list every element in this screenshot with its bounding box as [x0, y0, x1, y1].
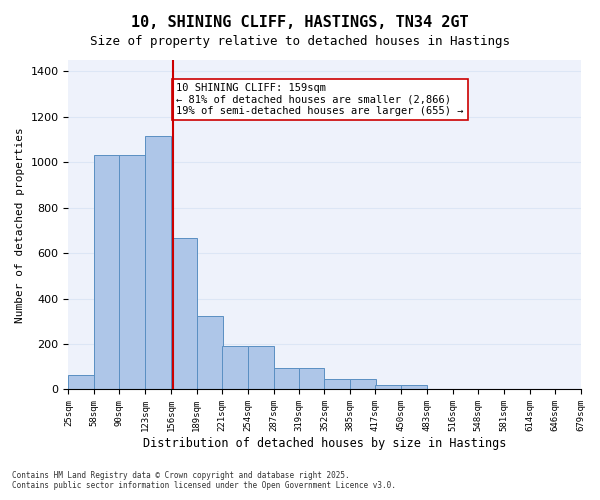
Bar: [299, 368, 325, 390]
Text: Contains HM Land Registry data © Crown copyright and database right 2025.
Contai: Contains HM Land Registry data © Crown c…: [12, 470, 396, 490]
X-axis label: Distribution of detached houses by size in Hastings: Distribution of detached houses by size …: [143, 437, 506, 450]
Bar: [325, 378, 350, 390]
Bar: [171, 238, 197, 390]
Bar: [94, 156, 120, 390]
Bar: [222, 346, 248, 390]
Bar: [248, 346, 274, 390]
Text: 10, SHINING CLIFF, HASTINGS, TN34 2GT: 10, SHINING CLIFF, HASTINGS, TN34 2GT: [131, 15, 469, 30]
Bar: [119, 156, 145, 390]
Y-axis label: Number of detached properties: Number of detached properties: [15, 127, 25, 322]
Text: Size of property relative to detached houses in Hastings: Size of property relative to detached ho…: [90, 35, 510, 48]
Text: 10 SHINING CLIFF: 159sqm
← 81% of detached houses are smaller (2,866)
19% of sem: 10 SHINING CLIFF: 159sqm ← 81% of detach…: [176, 83, 464, 116]
Bar: [274, 368, 299, 390]
Bar: [376, 385, 401, 390]
Bar: [401, 385, 427, 390]
Bar: [197, 316, 223, 390]
Bar: [68, 374, 94, 390]
Bar: [350, 378, 376, 390]
Bar: [145, 136, 171, 390]
